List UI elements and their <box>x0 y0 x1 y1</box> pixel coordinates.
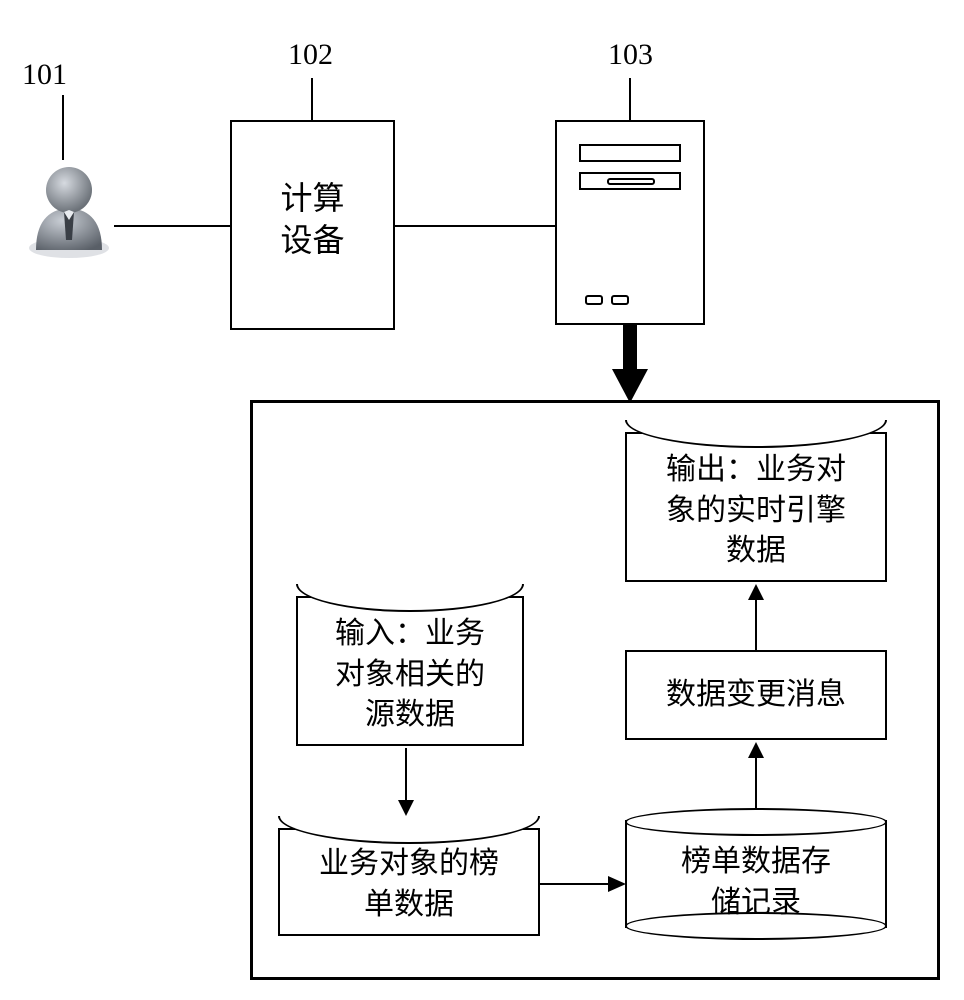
label-103: 103 <box>608 38 653 72</box>
node-input-doc: 输入：业务 对象相关的 源数据 <box>296 596 524 746</box>
label-101: 101 <box>22 58 67 92</box>
node-server <box>555 120 705 325</box>
output-doc-text: 输出：业务对 象的实时引擎 数据 <box>627 450 885 572</box>
leader-102 <box>311 78 313 120</box>
node-computing-device: 计算 设备 <box>230 120 395 330</box>
leader-103 <box>629 78 631 120</box>
arrow-change-to-output <box>746 582 766 652</box>
server-slot-1 <box>579 144 681 162</box>
leader-101 <box>62 95 64 160</box>
list-doc-text: 业务对象的榜 单数据 <box>280 844 538 925</box>
storage-text: 榜单数据存 储记录 <box>625 842 887 923</box>
arrow-storage-to-change <box>746 740 766 810</box>
diagram-canvas: 101 102 103 计算 设备 <box>0 0 964 1000</box>
node-change-msg: 数据变更消息 <box>625 650 887 740</box>
node-output-doc: 输出：业务对 象的实时引擎 数据 <box>625 432 887 582</box>
connector-device-server <box>395 225 555 227</box>
device-label: 计算 设备 <box>232 178 393 261</box>
label-102: 102 <box>288 38 333 72</box>
node-storage-cylinder: 榜单数据存 储记录 <box>625 808 887 940</box>
server-btn-1 <box>585 295 603 305</box>
connector-person-device <box>114 225 230 227</box>
person-icon <box>24 160 114 260</box>
server-btn-2 <box>611 295 629 305</box>
arrow-server-to-main <box>612 325 648 405</box>
node-list-doc: 业务对象的榜 单数据 <box>278 828 540 936</box>
cylinder-top <box>625 808 887 836</box>
change-msg-text: 数据变更消息 <box>666 675 846 716</box>
arrow-list-to-storage <box>540 874 628 894</box>
input-doc-text: 输入：业务 对象相关的 源数据 <box>298 614 522 736</box>
arrow-input-to-list <box>396 748 416 818</box>
server-slot-notch <box>607 178 655 185</box>
